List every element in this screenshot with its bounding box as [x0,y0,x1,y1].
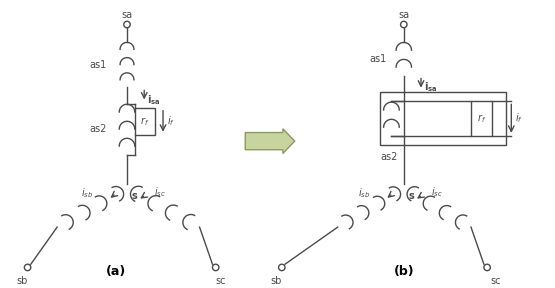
Text: $i_{sc}$: $i_{sc}$ [154,185,166,199]
Text: s: s [132,191,137,201]
Text: $i_{sb}$: $i_{sb}$ [358,186,371,200]
Text: s: s [408,191,414,201]
Text: $\mathbf{i_{sa}}$: $\mathbf{i_{sa}}$ [424,80,438,94]
Text: as1: as1 [89,60,107,69]
Text: as2: as2 [89,124,107,134]
Text: $i_{sb}$: $i_{sb}$ [82,186,94,200]
Bar [135,108,155,135]
Text: (b): (b) [393,265,414,278]
Text: (a): (a) [106,265,127,278]
Text: $i_f$: $i_f$ [167,114,175,128]
Text: $i_f$: $i_f$ [515,112,523,126]
Text: sc: sc [216,276,226,285]
Bar [380,92,506,145]
Text: $i_{sc}$: $i_{sc}$ [431,185,442,199]
Text: $r_f$: $r_f$ [140,115,150,128]
Text: $\mathbf{i_{sa}}$: $\mathbf{i_{sa}}$ [148,93,161,107]
Text: as1: as1 [370,54,387,64]
Text: $r_f$: $r_f$ [477,112,486,125]
Text: sc: sc [490,276,501,285]
Text: sa: sa [122,10,133,20]
Text: sb: sb [17,276,28,285]
Text: sa: sa [398,10,410,20]
Text: sb: sb [271,276,282,285]
Text: as2: as2 [380,152,397,162]
FancyArrow shape [245,129,295,154]
Bar [471,101,492,136]
